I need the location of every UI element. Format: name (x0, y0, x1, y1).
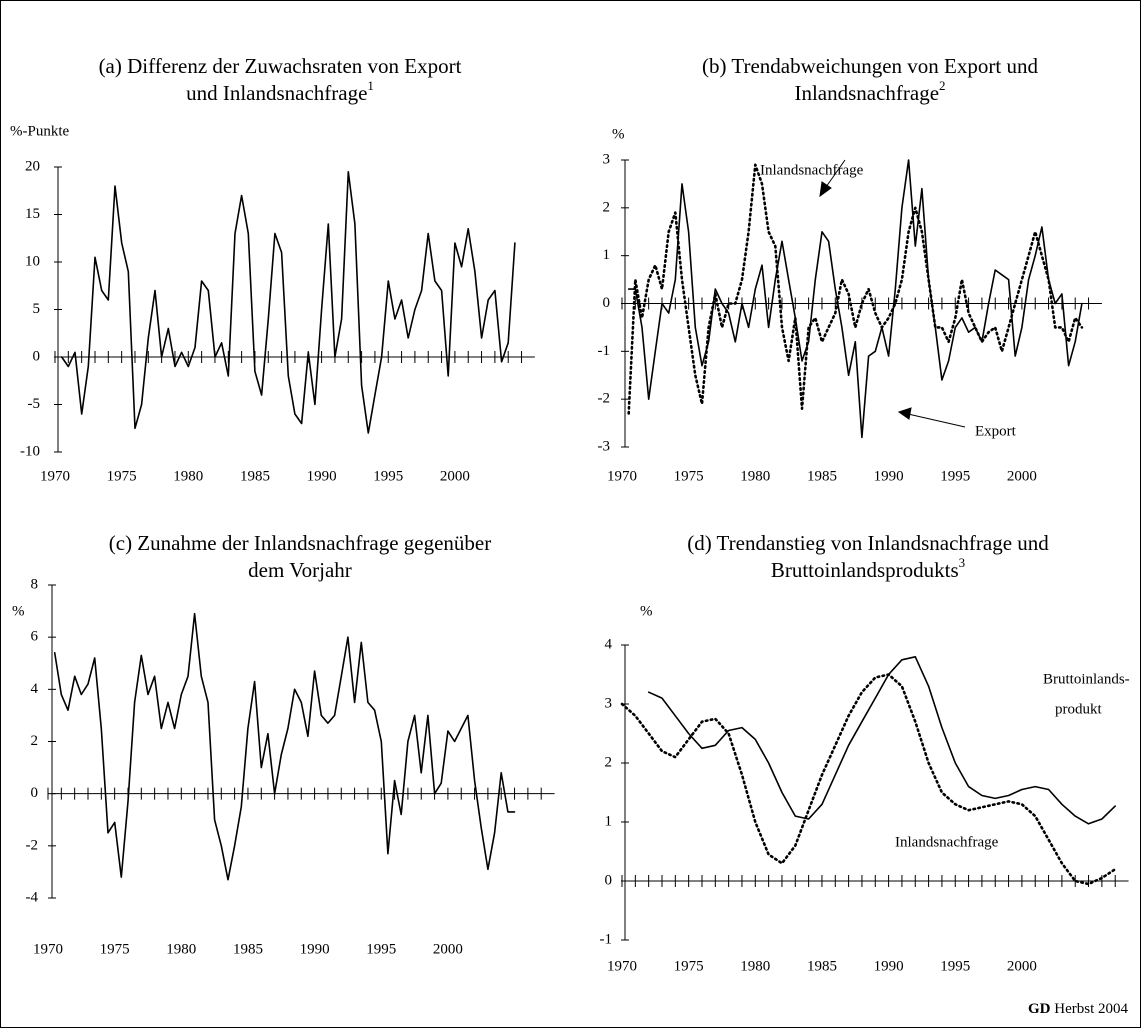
x-tick-label: 1990 (300, 941, 330, 957)
y-tick-label: 2 (603, 199, 611, 215)
x-tick-label: 1975 (674, 958, 704, 974)
chart-title-line: Bruttoinlandsprodukts (771, 558, 959, 582)
data-line (627, 163, 1084, 415)
y-tick-label: 1 (605, 813, 613, 829)
chart-title-line: und Inlandsnachfrage (186, 81, 367, 105)
chart-title: Inlandsnachfrage2 (794, 78, 945, 105)
chart-title: (a) Differenz der Zuwachsraten von Expor… (99, 54, 462, 78)
y-tick-label: -2 (26, 837, 39, 853)
arrow-head (897, 407, 912, 420)
y-tick-label: -5 (28, 396, 41, 412)
y-tick-label: 3 (603, 151, 611, 167)
x-tick-label: 1980 (166, 941, 196, 957)
x-tick-label: 1970 (607, 958, 637, 974)
arrows (819, 159, 966, 428)
y-tick-label: 4 (31, 681, 39, 697)
annotation: Inlandsnachfrage (895, 834, 999, 850)
annotation: produkt (1055, 701, 1102, 717)
y-axis-label: %-Punkte (10, 123, 70, 139)
data-line (647, 656, 1116, 825)
y-tick-label: -1 (600, 931, 613, 947)
chart-title-line: Inlandsnachfrage (794, 81, 939, 105)
x-tick-label: 2000 (440, 468, 470, 484)
chart-title-line: dem Vorjahr (248, 558, 352, 582)
x-tick-label: 1980 (740, 958, 770, 974)
annotation: Inlandsnachfrage (760, 162, 864, 178)
y-tick-label: 20 (25, 158, 40, 174)
y-tick-label: 0 (33, 348, 41, 364)
x-tick-label: 1995 (940, 468, 970, 484)
x-tick-label: 1995 (940, 958, 970, 974)
title-note: 2 (939, 78, 946, 93)
footer: GD Herbst 2004 (1028, 1001, 1128, 1017)
data-line (627, 159, 1083, 439)
x-tick-label: 1975 (100, 941, 130, 957)
x-tick-label: 1985 (807, 468, 837, 484)
y-tick-label: 0 (603, 295, 611, 311)
y-tick-label: -10 (20, 443, 40, 459)
x-tick-label: 1980 (173, 468, 203, 484)
title-note: 3 (959, 555, 966, 570)
y-tick-label: 15 (25, 206, 40, 222)
y-tick-label: 8 (31, 576, 39, 592)
annotation: Bruttoinlands- (1043, 671, 1130, 687)
x-tick-label: 1970 (607, 468, 637, 484)
y-tick-label: 1 (603, 247, 611, 263)
x-tick-label: 1980 (740, 468, 770, 484)
title-note: 1 (367, 78, 374, 93)
chart-title: (d) Trendanstieg von Inlandsnachfrage un… (687, 531, 1049, 555)
annotation: Export (975, 423, 1017, 439)
chart-title: (b) Trendabweichungen von Export und (702, 54, 1038, 78)
y-tick-label: -1 (598, 343, 611, 359)
data-line (53, 612, 516, 881)
x-tick-label: 1985 (233, 941, 263, 957)
y-axis-label: % (12, 603, 25, 619)
y-tick-label: 6 (31, 629, 39, 645)
y-tick-label: 10 (25, 253, 40, 269)
chart-title: Bruttoinlandsprodukts3 (771, 555, 965, 582)
chart-title: (c) Zunahme der Inlandsnachfrage gegenüb… (109, 531, 491, 555)
y-tick-label: 0 (31, 785, 39, 801)
y-tick-label: 5 (33, 301, 41, 317)
x-tick-label: 2000 (1007, 958, 1037, 974)
arrow (907, 413, 966, 428)
data-line (60, 171, 516, 434)
y-tick-label: -4 (26, 889, 39, 905)
x-tick-label: 1985 (807, 958, 837, 974)
x-tick-label: 2000 (1007, 468, 1037, 484)
chart-title: und Inlandsnachfrage1 (186, 78, 374, 105)
x-tick-label: 1970 (40, 468, 70, 484)
y-tick-label: 0 (605, 872, 613, 888)
y-tick-label: 2 (31, 733, 39, 749)
x-tick-label: 1995 (373, 468, 403, 484)
y-tick-label: 3 (605, 695, 613, 711)
chart-title: dem Vorjahr (248, 558, 352, 582)
y-tick-label: 4 (605, 636, 613, 652)
data-line (620, 673, 1117, 886)
footer-text: Herbst 2004 (1054, 1001, 1128, 1017)
arrow-head (819, 181, 832, 198)
x-tick-label: 1985 (240, 468, 270, 484)
x-tick-label: 1975 (674, 468, 704, 484)
x-tick-label: 1995 (366, 941, 396, 957)
x-tick-label: 1970 (33, 941, 63, 957)
y-tick-label: -2 (598, 391, 611, 407)
y-axis-label: % (640, 603, 653, 619)
x-tick-label: 1990 (874, 468, 904, 484)
x-tick-label: 1990 (307, 468, 337, 484)
y-axis-label: % (612, 126, 625, 142)
x-tick-label: 1990 (874, 958, 904, 974)
x-tick-label: 2000 (433, 941, 463, 957)
y-tick-label: -3 (598, 438, 611, 454)
y-tick-label: 2 (605, 754, 613, 770)
footer-bold: GD (1028, 1001, 1051, 1017)
x-tick-label: 1975 (107, 468, 137, 484)
arrow (825, 159, 846, 188)
